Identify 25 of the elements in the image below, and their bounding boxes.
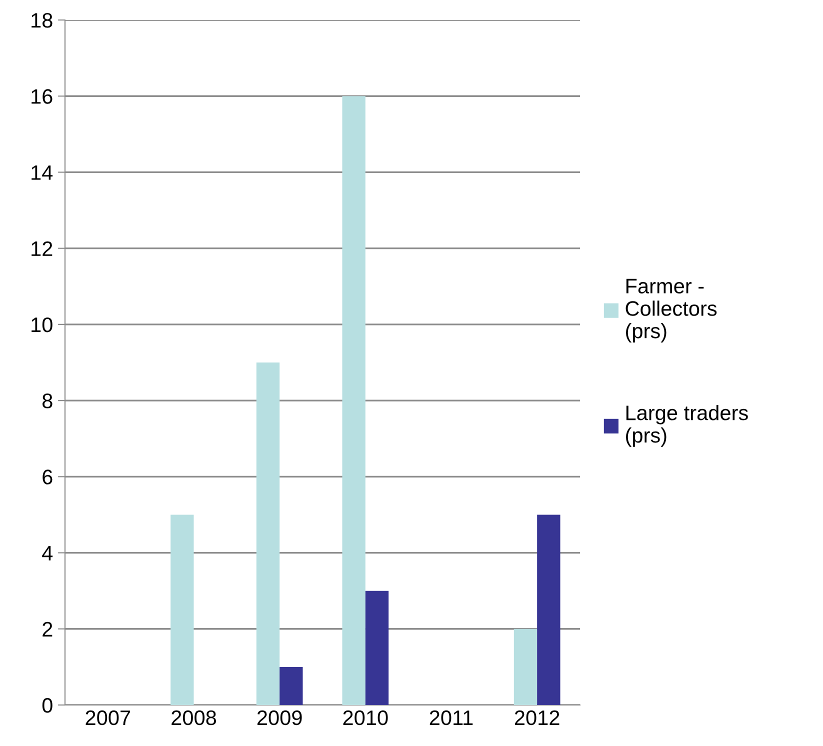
legend-label: Farmer - Collectors (prs) bbox=[626, 278, 717, 342]
bar bbox=[537, 514, 560, 705]
y-tick-label: 8 bbox=[42, 394, 52, 408]
legend-label: Large traders (prs) bbox=[626, 404, 748, 447]
bar bbox=[342, 96, 366, 705]
y-tick-label: 14 bbox=[32, 165, 53, 180]
y-tick-label: 16 bbox=[32, 89, 52, 104]
x-tick-label: 2007 bbox=[86, 710, 130, 726]
y-tick-label: 4 bbox=[42, 546, 53, 560]
y-tick-label: 0 bbox=[42, 698, 52, 713]
y-tick-label: 6 bbox=[42, 470, 52, 484]
bar bbox=[514, 628, 538, 705]
x-tick-label: 2012 bbox=[514, 710, 560, 726]
x-tick-label: 2010 bbox=[343, 710, 388, 726]
bar bbox=[170, 514, 194, 705]
bar bbox=[256, 362, 280, 705]
bar bbox=[280, 666, 303, 705]
x-tick-label: 2009 bbox=[257, 710, 302, 726]
y-tick-label: 10 bbox=[32, 317, 52, 332]
x-tick-label: 2011 bbox=[430, 710, 473, 726]
bar bbox=[365, 590, 389, 705]
y-tick-label: 12 bbox=[32, 241, 52, 256]
x-tick-label: 2008 bbox=[172, 710, 216, 726]
y-tick-label: 18 bbox=[32, 13, 52, 28]
y-tick-label: 2 bbox=[42, 622, 52, 636]
